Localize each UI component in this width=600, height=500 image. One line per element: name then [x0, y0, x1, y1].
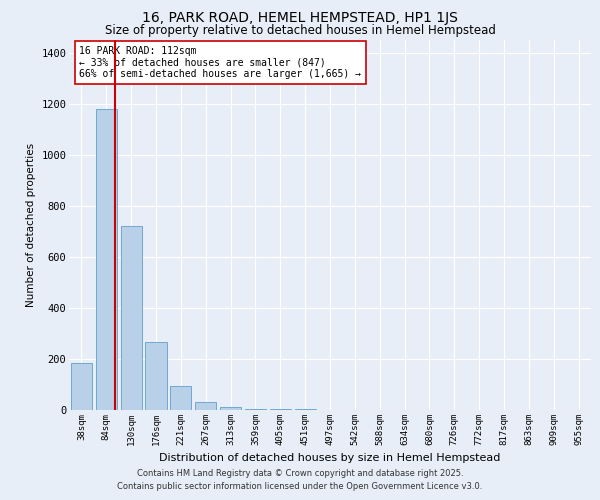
- Bar: [96, 109, 117, 410]
- Bar: [245, 408, 266, 410]
- X-axis label: Distribution of detached houses by size in Hemel Hempstead: Distribution of detached houses by size …: [160, 454, 500, 464]
- Bar: [71, 363, 92, 410]
- Text: Contains public sector information licensed under the Open Government Licence v3: Contains public sector information licen…: [118, 482, 482, 491]
- Bar: [270, 409, 291, 410]
- Text: Contains HM Land Registry data © Crown copyright and database right 2025.: Contains HM Land Registry data © Crown c…: [137, 468, 463, 477]
- Bar: [220, 408, 241, 410]
- Y-axis label: Number of detached properties: Number of detached properties: [26, 143, 35, 307]
- Text: Size of property relative to detached houses in Hemel Hempstead: Size of property relative to detached ho…: [104, 24, 496, 37]
- Bar: [145, 342, 167, 410]
- Text: 16, PARK ROAD, HEMEL HEMPSTEAD, HP1 1JS: 16, PARK ROAD, HEMEL HEMPSTEAD, HP1 1JS: [142, 11, 458, 25]
- Bar: [170, 386, 191, 410]
- Text: 16 PARK ROAD: 112sqm
← 33% of detached houses are smaller (847)
66% of semi-deta: 16 PARK ROAD: 112sqm ← 33% of detached h…: [79, 46, 361, 79]
- Bar: [121, 226, 142, 410]
- Bar: [195, 402, 216, 410]
